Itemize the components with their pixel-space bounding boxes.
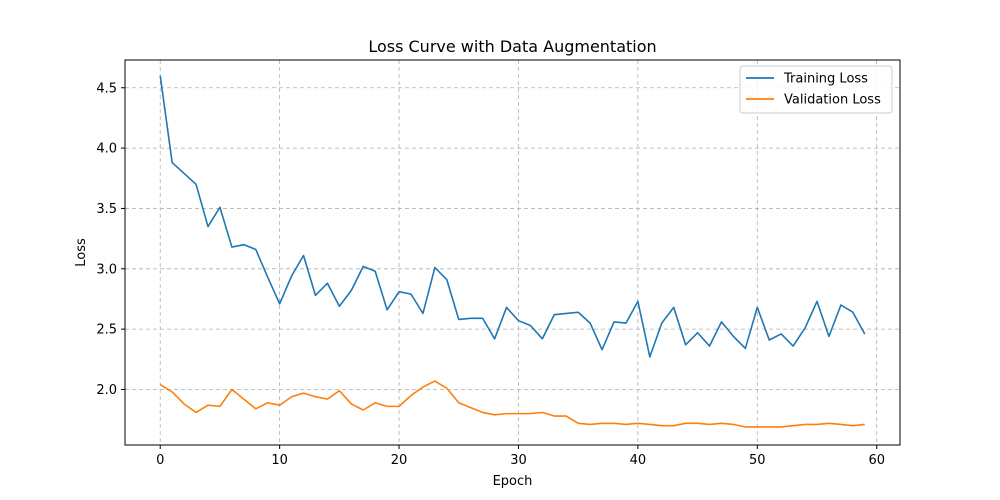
legend: Training Loss Validation Loss xyxy=(739,65,893,114)
series-line-validation-loss xyxy=(159,380,865,428)
series-line-training-loss xyxy=(159,75,866,358)
legend-box xyxy=(739,65,893,114)
y-tick-label: 2.0 xyxy=(96,383,117,398)
y-tick-label: 3.5 xyxy=(96,202,117,217)
y-tick-label: 4.0 xyxy=(96,142,117,157)
series-layer xyxy=(159,75,866,428)
y-tick-label: 4.5 xyxy=(96,81,117,96)
ticks: 0 10 20 30 40 50 60 2.0 2.5 3.0 3.5 4.0 4.5 xyxy=(96,81,885,468)
x-tick-label: 40 xyxy=(630,453,647,468)
x-tick-label: 10 xyxy=(271,453,288,468)
grid xyxy=(125,60,900,445)
x-tick-label: 0 xyxy=(156,453,164,468)
y-axis-label: Loss xyxy=(74,238,89,267)
x-tick-label: 50 xyxy=(749,453,766,468)
x-tick-label: 30 xyxy=(510,453,527,468)
x-tick-label: 60 xyxy=(868,453,885,468)
x-axis-label: Epoch xyxy=(493,474,533,489)
y-tick-label: 3.0 xyxy=(96,262,117,277)
plot-frame xyxy=(124,59,901,446)
y-tick-label: 2.5 xyxy=(96,323,117,338)
legend-entry-label: Training Loss xyxy=(783,72,868,87)
x-tick-label: 20 xyxy=(391,453,408,468)
legend-entry-label: Validation Loss xyxy=(784,93,881,108)
chart-title: Loss Curve with Data Augmentation xyxy=(368,37,656,56)
